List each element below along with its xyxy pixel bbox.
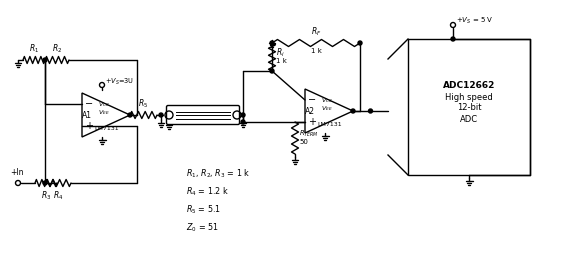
Text: $R_2$: $R_2$ xyxy=(52,43,62,55)
Circle shape xyxy=(241,113,245,117)
Circle shape xyxy=(43,58,47,62)
FancyBboxPatch shape xyxy=(408,39,530,175)
FancyBboxPatch shape xyxy=(167,105,239,124)
Text: $R_1$: $R_1$ xyxy=(29,43,39,55)
Text: +: + xyxy=(85,121,93,131)
Circle shape xyxy=(270,69,274,73)
Circle shape xyxy=(369,109,373,113)
Text: +$V_S$=3U: +$V_S$=3U xyxy=(105,77,134,87)
Text: $R_{TERM}$: $R_{TERM}$ xyxy=(299,129,319,139)
Text: A1: A1 xyxy=(82,110,92,119)
Text: $V_{EE}$: $V_{EE}$ xyxy=(98,109,110,118)
Text: $R_1$, $R_2$, $R_3$ = 1 k
$R_4$ = 1.2 k
$R_5$ = 5.1
$Z_0$ = 51: $R_1$, $R_2$, $R_3$ = 1 k $R_4$ = 1.2 k … xyxy=(186,168,251,234)
Text: ADC12662: ADC12662 xyxy=(443,80,495,89)
Text: 50: 50 xyxy=(299,139,308,145)
Text: $V_{EE}$: $V_{EE}$ xyxy=(321,105,333,113)
Text: High speed: High speed xyxy=(445,93,493,102)
Text: $R_i$: $R_i$ xyxy=(276,47,285,59)
Circle shape xyxy=(43,181,47,185)
Circle shape xyxy=(241,120,245,124)
Text: $V_{CC}$: $V_{CC}$ xyxy=(98,100,110,109)
Text: $R_F$: $R_F$ xyxy=(311,26,321,38)
Circle shape xyxy=(451,37,455,41)
Text: $R_3$: $R_3$ xyxy=(41,189,51,201)
Text: LM7131: LM7131 xyxy=(318,123,342,128)
Text: +: + xyxy=(308,117,316,127)
Circle shape xyxy=(159,113,163,117)
Text: 12-bit: 12-bit xyxy=(457,104,481,113)
Text: ADC: ADC xyxy=(460,115,478,124)
Text: $R_4$: $R_4$ xyxy=(53,189,63,201)
Text: LM7131: LM7131 xyxy=(95,127,119,132)
Text: $V_{CC}$: $V_{CC}$ xyxy=(321,97,333,105)
Text: 1 k: 1 k xyxy=(276,58,287,64)
Text: +In: +In xyxy=(10,168,24,177)
Circle shape xyxy=(270,41,274,45)
Text: +$V_S$ = 5 V: +$V_S$ = 5 V xyxy=(456,16,494,26)
Text: −: − xyxy=(308,95,316,105)
Text: −: − xyxy=(85,99,93,109)
Text: $R_5$: $R_5$ xyxy=(138,98,149,110)
Circle shape xyxy=(358,41,362,45)
Circle shape xyxy=(128,113,132,117)
Circle shape xyxy=(351,109,355,113)
Text: A2: A2 xyxy=(305,107,315,115)
Text: 1 k: 1 k xyxy=(311,48,321,54)
